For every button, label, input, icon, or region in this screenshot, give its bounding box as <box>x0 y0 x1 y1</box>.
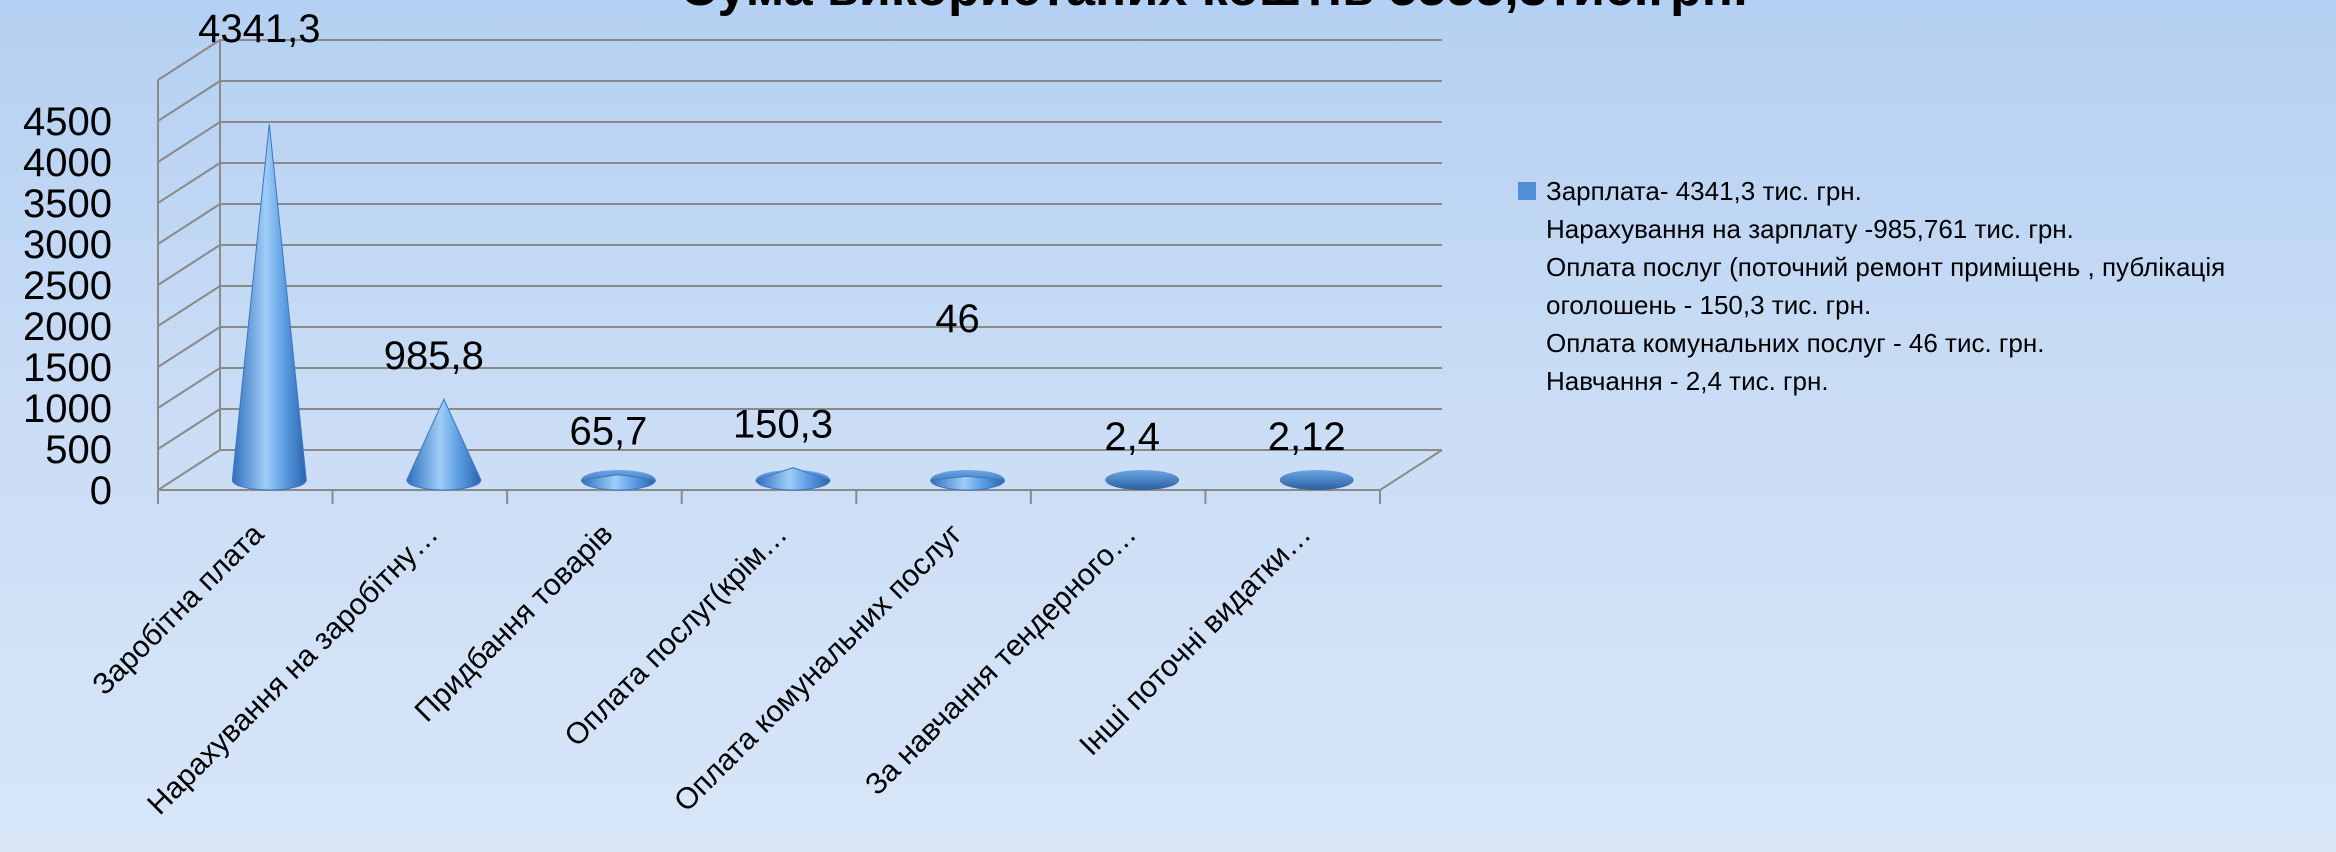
x-tick-label: Придбання товарів <box>409 518 620 729</box>
data-label: 2,12 <box>1268 415 1346 459</box>
y-tick-label: 1000 <box>23 387 112 431</box>
gridline-depth <box>157 121 221 163</box>
data-label: 65,7 <box>569 410 647 454</box>
legend-item: Нарахування на зарплату -985,761 тис. гр… <box>1546 214 2074 244</box>
cone-bar <box>580 474 656 491</box>
y-tick-label: 3000 <box>23 223 112 267</box>
gridline-depth <box>157 203 221 245</box>
y-tick-label: 4000 <box>23 141 112 185</box>
legend-item: Оплата послуг (поточний ремонт приміщень… <box>1546 252 2226 282</box>
gridline-depth <box>157 162 221 204</box>
cone-bar <box>930 475 1006 491</box>
gridline-depth <box>157 244 221 286</box>
chart-legend: Зарплата- 4341,3 тис. грн. Нарахування н… <box>1518 172 2328 400</box>
data-label: 46 <box>935 297 980 341</box>
floor-right-edge <box>1379 449 1443 491</box>
y-tick-label: 3500 <box>23 182 112 226</box>
y-tick-label: 4500 <box>23 100 112 144</box>
gridline-depth <box>157 449 221 491</box>
cone-bar <box>406 397 482 491</box>
data-label: 150,3 <box>733 403 833 447</box>
y-tick-label: 2000 <box>23 305 112 349</box>
legend-swatch <box>1518 182 1536 200</box>
y-tick-label: 500 <box>45 428 112 472</box>
x-tick-label: Нарахування на заробітну… <box>141 518 445 822</box>
gridline-depth <box>157 408 221 450</box>
cone-bar <box>755 467 831 491</box>
legend-item: Навчання - 2,4 тис. грн. <box>1546 366 1829 396</box>
legend-item: оголошень - 150,3 тис. грн. <box>1546 290 1872 320</box>
data-label: 4341,3 <box>198 7 320 51</box>
y-tick-label: 2500 <box>23 264 112 308</box>
legend-item: Оплата комунальних послуг - 46 тис. грн. <box>1546 328 2045 358</box>
y-tick-label: 1500 <box>23 346 112 390</box>
data-label: 985,8 <box>384 334 484 378</box>
data-label: 2,4 <box>1104 415 1160 459</box>
x-tick-label: Заробітна плата <box>86 517 270 701</box>
y-tick-label: 0 <box>90 469 112 513</box>
gridline-depth <box>157 80 221 122</box>
gridline-depth <box>157 285 221 327</box>
gridline-depth <box>157 39 221 81</box>
cone-bar <box>231 123 307 491</box>
gridline-depth <box>157 326 221 368</box>
x-tick-label: Оплата комунальних послуг <box>668 518 969 819</box>
cone-base <box>1279 470 1354 490</box>
legend-item: Зарплата- 4341,3 тис. грн. <box>1518 172 2328 210</box>
legend-label: Зарплата- 4341,3 тис. грн. <box>1546 176 1862 206</box>
gridline-depth <box>157 367 221 409</box>
cone-base <box>1105 470 1180 490</box>
